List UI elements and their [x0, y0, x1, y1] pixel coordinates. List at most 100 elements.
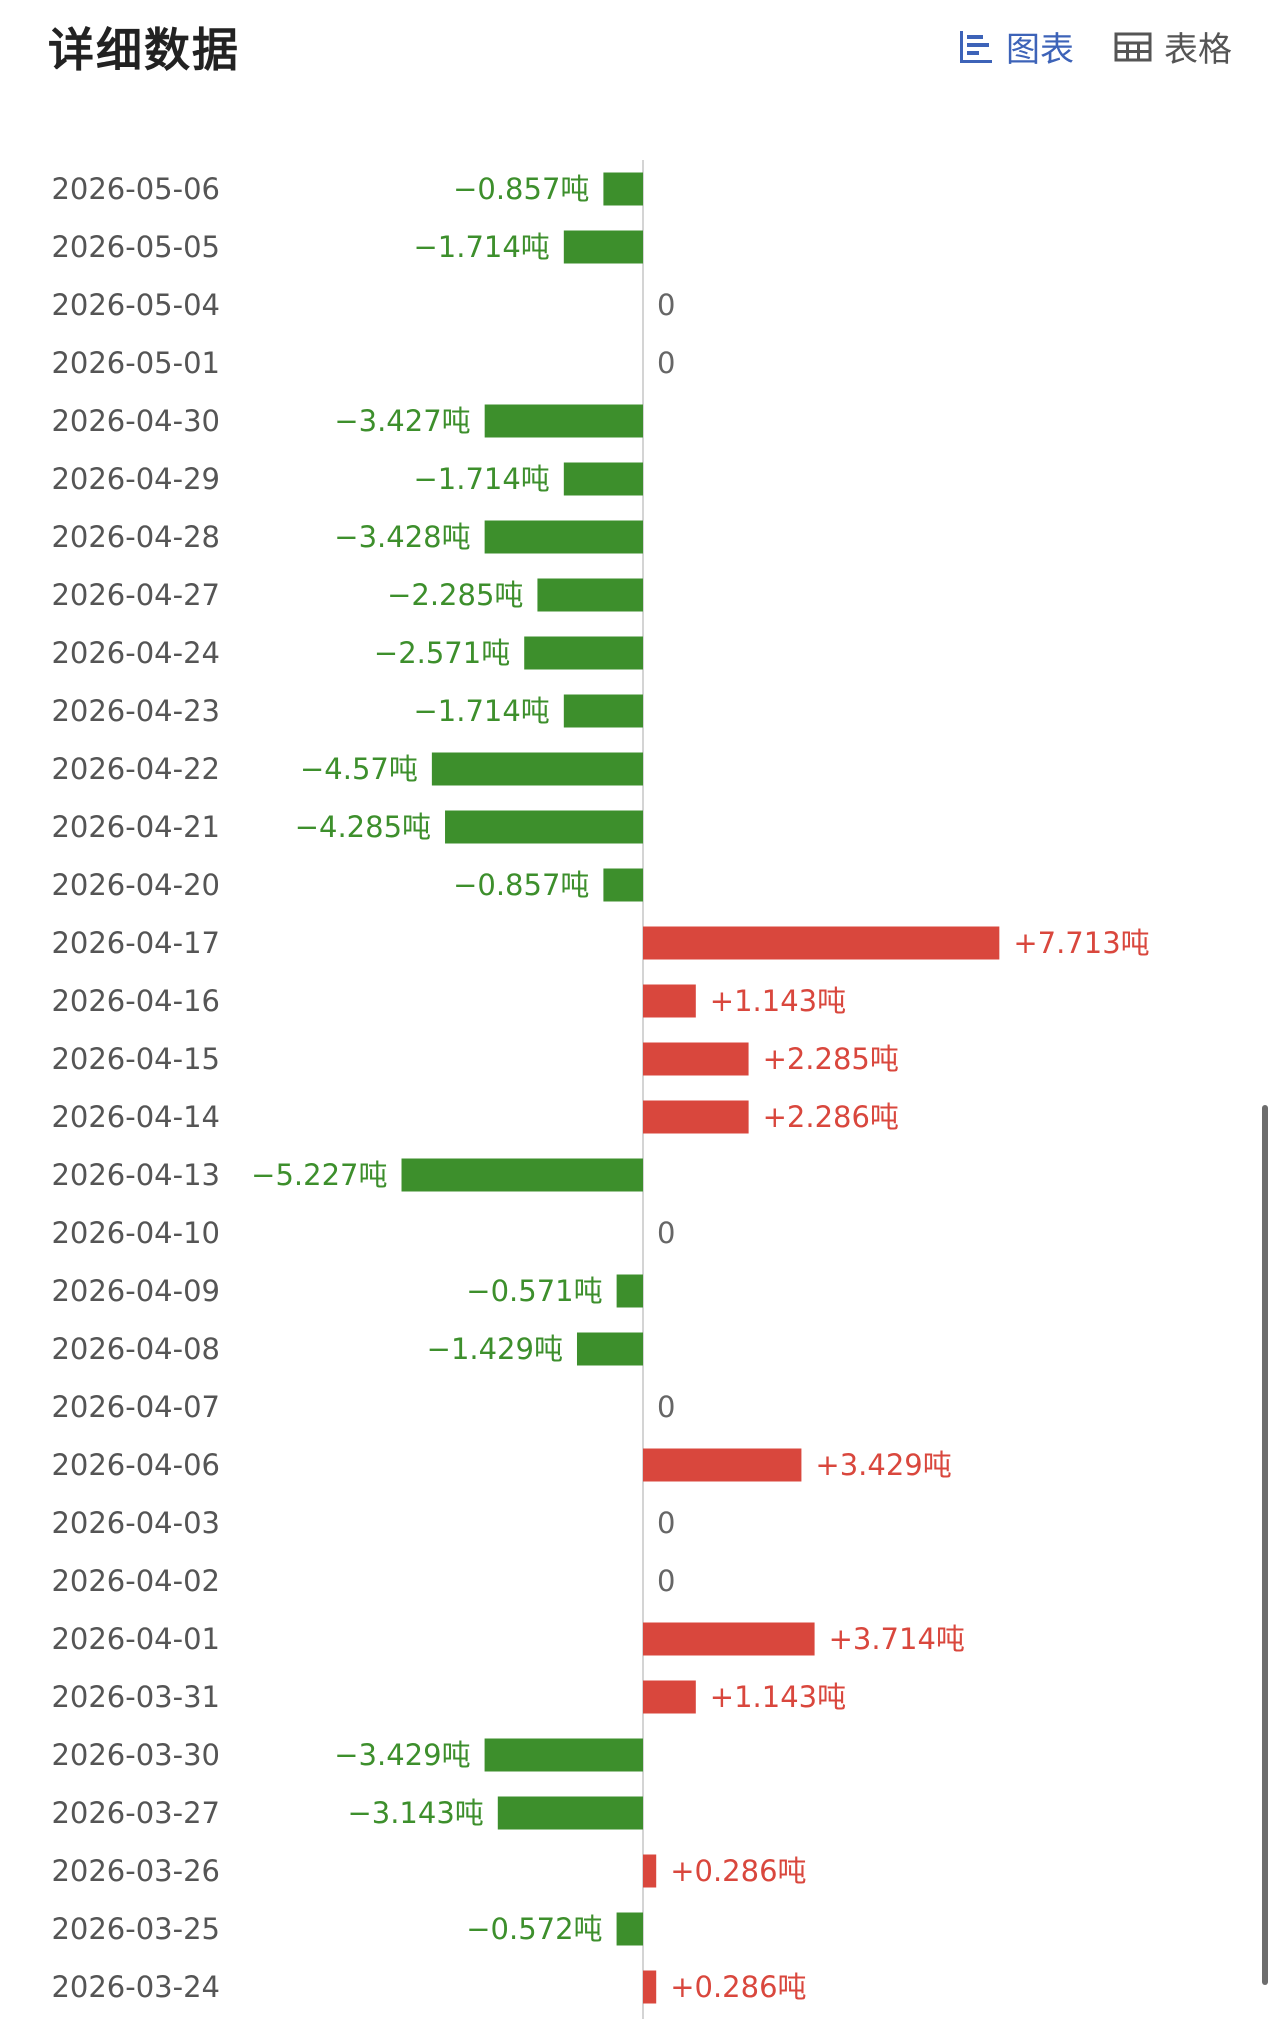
bar-positive[interactable] — [643, 1042, 749, 1076]
value-label: −0.571吨 — [466, 1274, 602, 1308]
date-label: 2026-04-01 — [51, 1622, 220, 1656]
date-label: 2026-04-20 — [51, 868, 220, 902]
date-label: 2026-05-06 — [51, 172, 220, 206]
bar-negative[interactable] — [484, 520, 643, 554]
value-label: 0 — [657, 1564, 675, 1598]
bar-positive[interactable] — [643, 1854, 657, 1888]
date-label: 2026-04-02 — [51, 1564, 220, 1598]
date-label: 2026-04-21 — [51, 810, 220, 844]
date-label: 2026-04-07 — [51, 1390, 220, 1424]
value-label: −0.857吨 — [453, 868, 589, 902]
value-label: +0.286吨 — [670, 1970, 806, 2004]
bar-positive[interactable] — [643, 984, 696, 1018]
value-label: −5.227吨 — [251, 1158, 387, 1192]
bar-negative[interactable] — [537, 578, 643, 612]
bar-negative[interactable] — [616, 1274, 643, 1308]
date-label: 2026-03-31 — [51, 1680, 220, 1714]
date-label: 2026-03-30 — [51, 1738, 220, 1772]
value-label: 0 — [657, 1390, 675, 1424]
bar-negative[interactable] — [563, 462, 643, 496]
bar-negative[interactable] — [431, 752, 643, 786]
bar-positive[interactable] — [643, 1448, 802, 1482]
value-label: −4.285吨 — [295, 810, 431, 844]
bar-negative[interactable] — [401, 1158, 643, 1192]
value-label: 0 — [657, 1216, 675, 1250]
date-label: 2026-04-23 — [51, 694, 220, 728]
tab-table[interactable]: 表格 — [1114, 22, 1232, 71]
value-label: +2.286吨 — [763, 1100, 899, 1134]
date-label: 2026-04-08 — [51, 1332, 220, 1366]
tab-table-label: 表格 — [1164, 30, 1232, 70]
date-label: 2026-03-25 — [51, 1912, 220, 1946]
value-label: +0.286吨 — [670, 1854, 806, 1888]
date-label: 2026-03-24 — [51, 1970, 220, 2004]
value-label: −3.427吨 — [334, 404, 470, 438]
tab-chart[interactable]: 图表 — [958, 22, 1074, 71]
date-label: 2026-04-16 — [51, 984, 220, 1018]
value-label: −0.572吨 — [466, 1912, 602, 1946]
bar-negative[interactable] — [497, 1796, 643, 1830]
value-label: −1.429吨 — [427, 1332, 563, 1366]
value-label: +3.714吨 — [829, 1622, 965, 1656]
date-label: 2026-05-01 — [51, 346, 220, 380]
date-label: 2026-04-10 — [51, 1216, 220, 1250]
value-label: −4.57吨 — [300, 752, 418, 786]
value-label: 0 — [657, 1506, 675, 1540]
date-label: 2026-04-03 — [51, 1506, 220, 1540]
date-label: 2026-04-09 — [51, 1274, 220, 1308]
date-label: 2026-04-13 — [51, 1158, 220, 1192]
value-label: −3.428吨 — [334, 520, 470, 554]
date-label: 2026-04-22 — [51, 752, 220, 786]
date-label: 2026-04-06 — [51, 1448, 220, 1482]
bar-negative[interactable] — [603, 172, 643, 206]
date-label: 2026-04-28 — [51, 520, 220, 554]
page-title: 详细数据 — [48, 23, 240, 77]
date-label: 2026-05-05 — [51, 230, 220, 264]
value-label: −1.714吨 — [413, 462, 549, 496]
date-label: 2026-05-04 — [51, 288, 220, 322]
value-label: −2.571吨 — [374, 636, 510, 670]
value-label: −1.714吨 — [413, 694, 549, 728]
bar-negative[interactable] — [445, 810, 643, 844]
date-label: 2026-03-26 — [51, 1854, 220, 1888]
value-label: −2.285吨 — [387, 578, 523, 612]
date-label: 2026-04-14 — [51, 1100, 220, 1134]
date-label: 2026-03-27 — [51, 1796, 220, 1830]
bar-negative[interactable] — [563, 230, 643, 264]
bar-positive[interactable] — [643, 926, 1000, 960]
date-label: 2026-04-30 — [51, 404, 220, 438]
value-label: +1.143吨 — [710, 984, 846, 1018]
view-toggle: 图表 表格 — [958, 22, 1232, 71]
date-label: 2026-04-24 — [51, 636, 220, 670]
value-label: −3.429吨 — [334, 1738, 470, 1772]
tab-chart-label: 图表 — [1006, 30, 1074, 70]
bars-group: 2026-05-06 −0.857吨 2026-05-05 −1.714吨 2026-0… — [51, 172, 1149, 2004]
bar-negative[interactable] — [603, 868, 643, 902]
bar-negative[interactable] — [563, 694, 643, 728]
bar-positive[interactable] — [643, 1622, 815, 1656]
value-label: −0.857吨 — [453, 172, 589, 206]
date-label: 2026-04-17 — [51, 926, 220, 960]
value-label: 0 — [657, 288, 675, 322]
scrollbar-thumb[interactable] — [1262, 1105, 1268, 1985]
bar-negative[interactable] — [484, 1738, 643, 1772]
bar-negative[interactable] — [484, 404, 643, 438]
value-label: +2.285吨 — [763, 1042, 899, 1076]
value-label: −3.143吨 — [347, 1796, 483, 1830]
value-label: +7.713吨 — [1013, 926, 1149, 960]
bar-negative[interactable] — [524, 636, 643, 670]
value-label: +3.429吨 — [815, 1448, 951, 1482]
header: 详细数据 图表 — [0, 0, 1280, 110]
table-icon — [1114, 32, 1152, 62]
value-label: +1.143吨 — [710, 1680, 846, 1714]
value-label: −1.714吨 — [413, 230, 549, 264]
bar-negative[interactable] — [576, 1332, 643, 1366]
bar-positive[interactable] — [643, 1100, 749, 1134]
value-label: 0 — [657, 346, 675, 380]
bar-negative[interactable] — [616, 1912, 643, 1946]
date-label: 2026-04-29 — [51, 462, 220, 496]
bar-positive[interactable] — [643, 1680, 696, 1714]
date-label: 2026-04-15 — [51, 1042, 220, 1076]
bar-positive[interactable] — [643, 1970, 657, 2004]
